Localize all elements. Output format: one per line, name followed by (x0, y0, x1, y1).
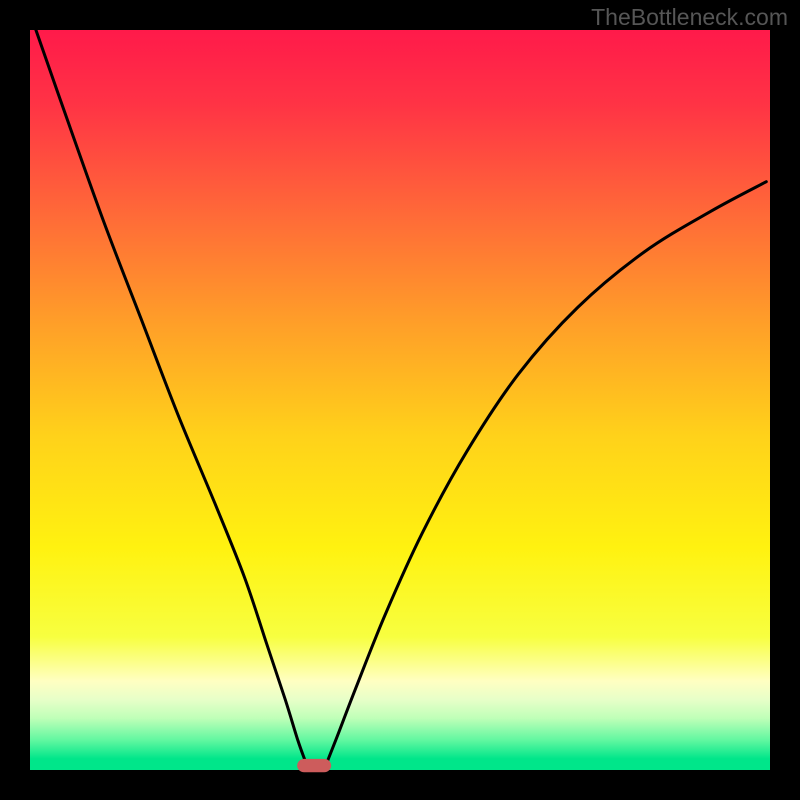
optimal-marker (297, 759, 331, 772)
chart-container: { "watermark": { "text": "TheBottleneck.… (0, 0, 800, 800)
bottleneck-chart (0, 0, 800, 800)
chart-plot-area (30, 30, 770, 770)
